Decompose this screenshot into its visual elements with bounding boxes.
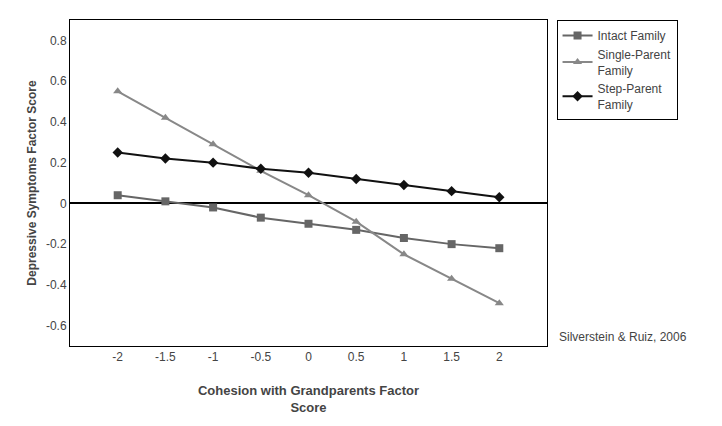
svg-text:Step-ParentFamily: Step-ParentFamily (598, 82, 663, 112)
svg-text:1: 1 (401, 350, 408, 364)
svg-text:0.4: 0.4 (50, 115, 67, 129)
svg-text:-0.2: -0.2 (46, 237, 67, 251)
svg-text:1.5: 1.5 (443, 350, 460, 364)
svg-text:Silverstein & Ruiz, 2006: Silverstein & Ruiz, 2006 (559, 330, 687, 344)
svg-text:Intact Family: Intact Family (598, 29, 666, 43)
svg-text:-1: -1 (208, 350, 219, 364)
svg-text:2: 2 (496, 350, 503, 364)
svg-text:-2: -2 (112, 350, 123, 364)
svg-text:-0.4: -0.4 (46, 278, 67, 292)
svg-text:Cohesion with Grandparents Fac: Cohesion with Grandparents FactorScore (198, 383, 419, 415)
svg-text:-0.6: -0.6 (46, 319, 67, 333)
svg-text:-0.5: -0.5 (250, 350, 271, 364)
svg-text:0.2: 0.2 (50, 156, 67, 170)
svg-text:0: 0 (305, 350, 312, 364)
svg-text:-1.5: -1.5 (155, 350, 176, 364)
svg-text:Single-ParentFamily: Single-ParentFamily (598, 48, 671, 78)
svg-text:0.8: 0.8 (50, 34, 67, 48)
svg-text:Depressive Symptoms Factor Sco: Depressive Symptoms Factor Score (25, 80, 39, 286)
svg-text:0.5: 0.5 (348, 350, 365, 364)
svg-text:0: 0 (60, 197, 67, 211)
svg-text:0.6: 0.6 (50, 74, 67, 88)
